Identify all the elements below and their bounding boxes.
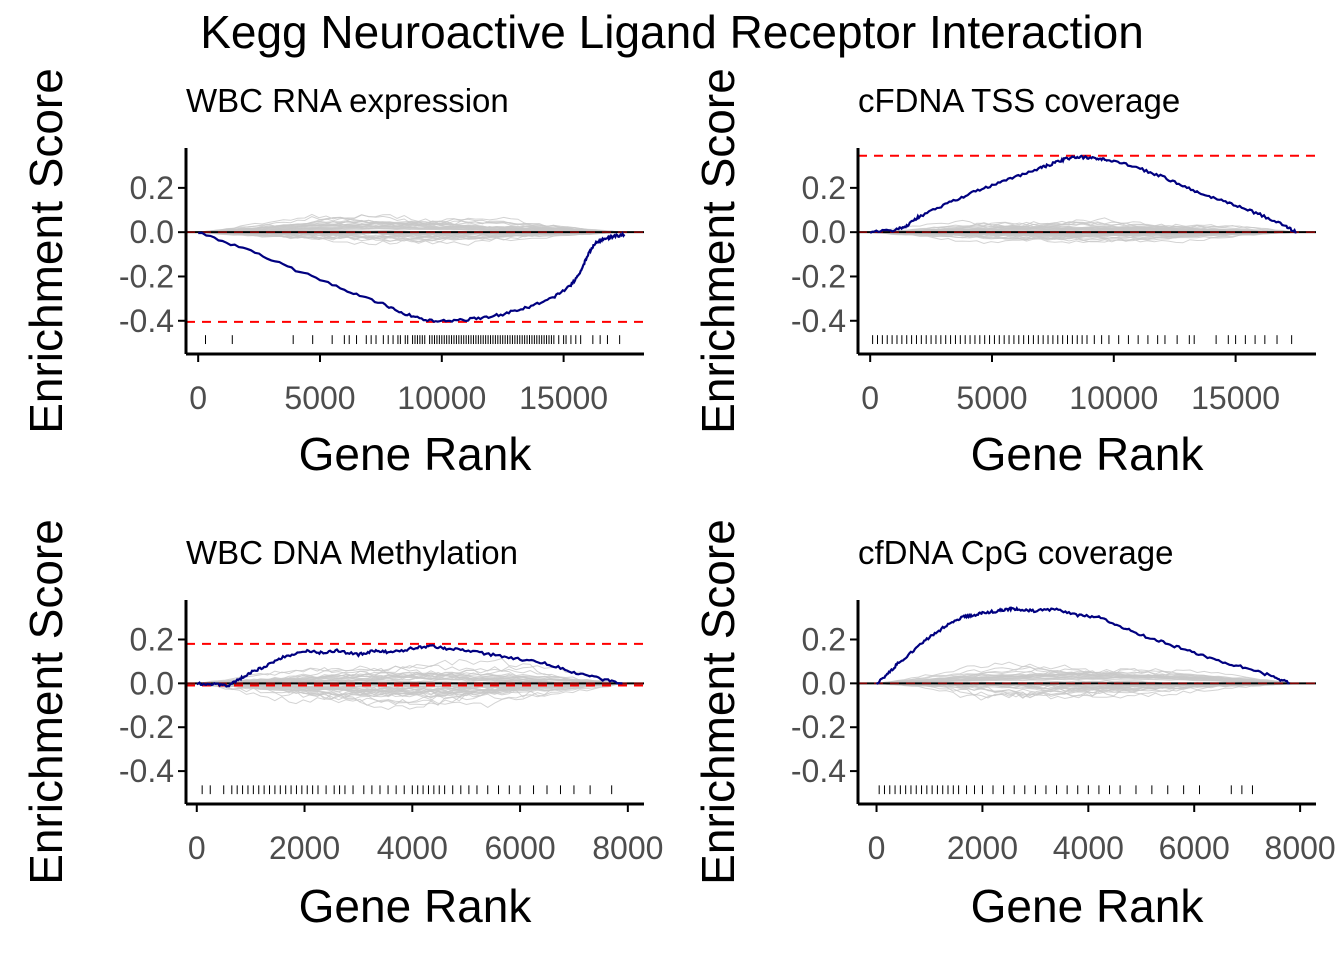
enrichment-score-line (196, 644, 623, 688)
y-tick-label: -0.2 (119, 709, 174, 745)
panel-title: cFDNA TSS coverage (858, 82, 1180, 119)
panels: WBC RNA expression 0.2 0.0 -0.2 -0.4 0 5000 100… (20, 68, 1336, 932)
permutation-line (196, 675, 623, 684)
y-tick-label: -0.4 (119, 303, 174, 339)
y-tick-label: 0.2 (130, 621, 174, 657)
permutation-line (876, 674, 1295, 684)
permutation-line (876, 673, 1295, 684)
y-tick-label: 0.0 (802, 665, 846, 701)
gene-hit-ticks (872, 335, 1293, 345)
permutation-line (870, 231, 1297, 244)
y-axis-label: Enrichment Score (692, 68, 744, 434)
permutation-line (870, 224, 1297, 233)
x-tick-label: 6000 (484, 830, 555, 866)
x-axis-label: Gene Rank (299, 880, 533, 932)
permutation-line (876, 668, 1295, 684)
permutation-curves (870, 217, 1297, 245)
x-tick-label: 5000 (284, 380, 355, 416)
y-axis-label: Enrichment Score (692, 519, 744, 885)
main-title: Kegg Neuroactive Ligand Receptor Interac… (200, 6, 1144, 58)
panel-4: cfDNA CpG coverage 0.2 0.0 -0.2 -0.4 0 2000 400… (692, 519, 1336, 932)
y-tick-label: -0.2 (119, 258, 174, 294)
y-tick-label: 0.2 (802, 170, 846, 206)
gene-hit-ticks (201, 785, 613, 795)
x-axis-label: Gene Rank (971, 428, 1205, 480)
panel-title: WBC DNA Methylation (186, 534, 518, 571)
y-tick-label: -0.4 (791, 303, 846, 339)
panel-2: cFDNA TSS coverage 0.2 0.0 -0.2 -0.4 0 5000 100… (692, 68, 1316, 480)
gene-hit-ticks (878, 785, 1253, 795)
y-tick-label: -0.2 (791, 258, 846, 294)
x-tick-label: 0 (188, 830, 206, 866)
x-tick-label: 5000 (956, 380, 1027, 416)
permutation-line (870, 221, 1297, 233)
enrichment-score-line (875, 606, 1290, 685)
x-tick-label: 6000 (1159, 830, 1230, 866)
y-axis-label: Enrichment Score (20, 68, 72, 434)
x-tick-label: 4000 (1053, 830, 1124, 866)
x-tick-label: 2000 (269, 830, 340, 866)
x-tick-label: 8000 (1265, 830, 1336, 866)
y-tick-label: 0.2 (130, 170, 174, 206)
x-tick-label: 4000 (377, 830, 448, 866)
x-tick-label: 0 (189, 380, 207, 416)
y-axis-label: Enrichment Score (20, 519, 72, 885)
permutation-line (876, 670, 1295, 684)
x-tick-label: 2000 (947, 830, 1018, 866)
permutation-curves (876, 661, 1295, 701)
y-tick-label: 0.0 (130, 665, 174, 701)
permutation-line (198, 219, 625, 233)
x-tick-label: 15000 (519, 380, 608, 416)
enrichment-score-line (869, 154, 1297, 234)
x-tick-label: 0 (868, 830, 886, 866)
panel-title: cfDNA CpG coverage (858, 534, 1173, 571)
x-tick-label: 0 (861, 380, 879, 416)
permutation-line (196, 682, 623, 700)
x-tick-label: 15000 (1191, 380, 1280, 416)
x-axis-label: Gene Rank (971, 880, 1205, 932)
permutation-line (198, 216, 625, 233)
x-axis-label: Gene Rank (299, 428, 533, 480)
gene-hit-ticks (204, 335, 621, 345)
x-tick-label: 10000 (397, 380, 486, 416)
x-tick-label: 10000 (1069, 380, 1158, 416)
y-tick-label: 0.0 (130, 214, 174, 250)
enrichment-score-line (198, 231, 626, 323)
x-tick-label: 8000 (592, 830, 663, 866)
permutation-line (198, 231, 625, 243)
y-tick-label: 0.0 (802, 214, 846, 250)
panel-title: WBC RNA expression (186, 82, 509, 119)
permutation-curves (198, 213, 625, 246)
y-tick-label: -0.4 (791, 753, 846, 789)
permutation-line (196, 682, 623, 695)
y-tick-label: -0.2 (791, 709, 846, 745)
panel-1: WBC RNA expression 0.2 0.0 -0.2 -0.4 0 5000 100… (20, 68, 644, 480)
panel-3: WBC DNA Methylation 0.2 0.0 -0.2 -0.4 0 2000 40… (20, 519, 663, 932)
y-tick-label: -0.4 (119, 753, 174, 789)
y-tick-label: 0.2 (802, 621, 846, 657)
